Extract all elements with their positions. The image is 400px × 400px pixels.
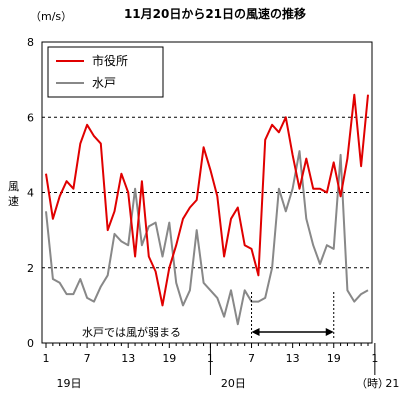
grid-lines [42,116,372,269]
legend: 市役所 水戸 [47,46,164,98]
y-tick-label-8: 8 [27,36,34,49]
day-label-1: 20日 [221,377,246,390]
legend-label-mito: 水戸 [92,76,116,90]
y-axis-label-char-1: 風 [8,180,19,193]
y-tick-label-2: 2 [27,262,34,275]
plot-area-border [41,41,373,344]
legend-box [47,46,164,98]
day-labels: 19日 20日 21日 [57,377,400,390]
legend-label-shiyakusho: 市役所 [92,53,128,68]
x-tick-label-2: 13 [121,352,135,365]
x-tick-label-3: 19 [162,352,176,365]
x-tick-label-6: 13 [286,352,300,365]
series-lines [45,93,369,326]
y-axis-label-char-2: 速 [8,195,19,208]
y-unit-label: （m/s） [30,10,72,23]
day-label-0: 19日 [57,377,82,390]
y-tick-label-0: 0 [27,337,34,350]
annotation-arrow-head-left [251,328,260,336]
x-tick-label-1: 7 [84,352,91,365]
x-tick-label-5: 7 [248,352,255,365]
series-line-1 [45,150,369,326]
day-label-2: 21日 [385,377,400,390]
chart-title: 11月20日から21日の風速の推移 [124,6,306,21]
axis-ticks: 02468171319171319171319 [27,36,378,375]
y-tick-label-6: 6 [27,111,34,124]
annotation: 水戸では風が弱まる [82,292,335,340]
y-tick-label-4: 4 [27,187,34,200]
x-unit-label: （時） [356,377,389,390]
x-tick-label-0: 1 [43,352,50,365]
x-tick-label-7: 19 [327,352,341,365]
series-line-0 [45,93,369,307]
annotation-arrow-head-right [325,328,334,336]
annotation-text: 水戸では風が弱まる [82,325,181,339]
